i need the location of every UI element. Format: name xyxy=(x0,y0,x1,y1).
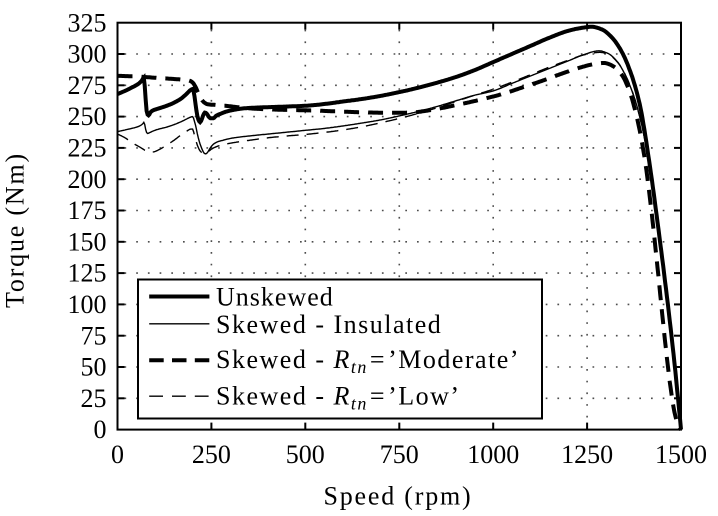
svg-text:750: 750 xyxy=(380,440,419,469)
svg-text:Unskewed: Unskewed xyxy=(216,283,334,312)
svg-text:250: 250 xyxy=(192,440,231,469)
svg-text:125: 125 xyxy=(68,259,107,288)
svg-text:0: 0 xyxy=(94,415,107,444)
svg-text:175: 175 xyxy=(68,196,107,225)
svg-text:1000: 1000 xyxy=(467,440,519,469)
svg-text:500: 500 xyxy=(286,440,325,469)
svg-text:75: 75 xyxy=(81,321,107,350)
svg-text:25: 25 xyxy=(81,384,107,413)
svg-text:Skewed - Insulated: Skewed - Insulated xyxy=(216,310,442,339)
svg-text:0: 0 xyxy=(111,440,124,469)
svg-text:200: 200 xyxy=(68,165,107,194)
svg-text:100: 100 xyxy=(68,290,107,319)
svg-text:150: 150 xyxy=(68,227,107,256)
svg-text:1500: 1500 xyxy=(655,440,707,469)
svg-text:225: 225 xyxy=(68,134,107,163)
svg-text:325: 325 xyxy=(68,8,107,37)
svg-text:Torque (Nm): Torque (Nm) xyxy=(1,152,30,308)
svg-text:275: 275 xyxy=(68,71,107,100)
svg-text:Speed (rpm): Speed (rpm) xyxy=(323,482,472,511)
svg-text:50: 50 xyxy=(81,353,107,382)
svg-text:Skewed - Rtn=’Low’: Skewed - Rtn=’Low’ xyxy=(216,382,461,414)
svg-text:250: 250 xyxy=(68,102,107,131)
svg-text:1250: 1250 xyxy=(561,440,613,469)
svg-text:300: 300 xyxy=(68,40,107,69)
